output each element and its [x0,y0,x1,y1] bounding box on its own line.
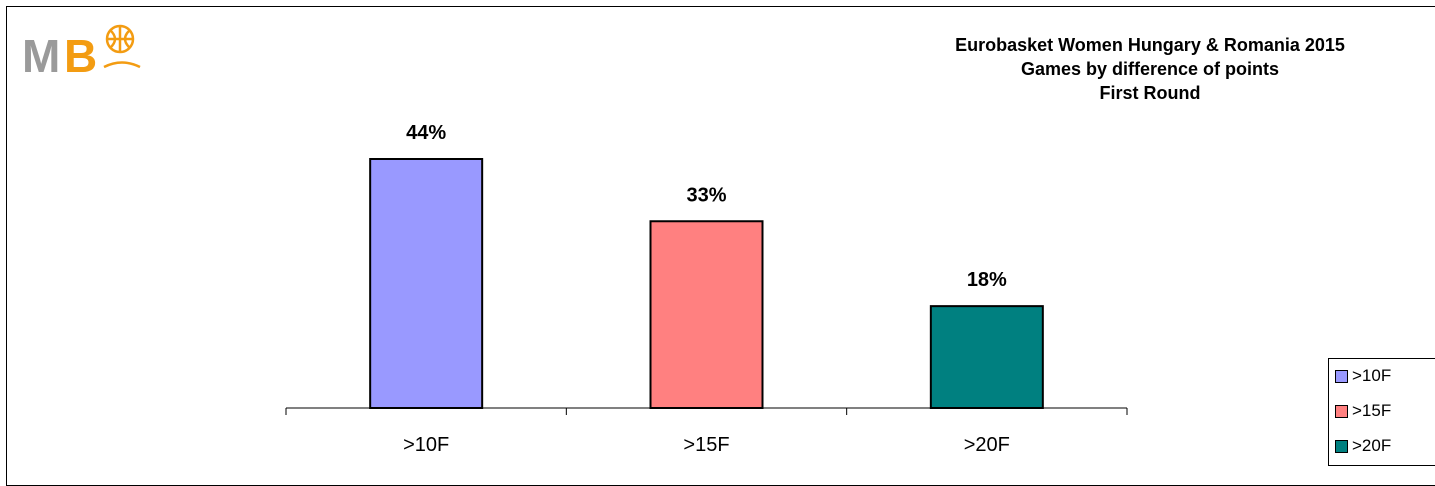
data-label: 44% [406,122,446,144]
legend: >10F >15F >20F [1328,358,1435,466]
basketball-logo-icon: M B [22,24,141,82]
legend-item: >10F [1335,366,1391,386]
bar [649,220,764,409]
logo-letter-b: B [64,30,97,82]
legend-label: >15F [1352,401,1392,420]
data-label: 18% [967,269,1007,291]
chart-title: Eurobasket Women Hungary & Romania 2015 … [850,33,1435,105]
legend-item: >20F [1335,436,1391,456]
chart-title-line-2: Games by difference of points [1020,59,1280,79]
x-tick-label: >20F [964,434,1010,456]
legend-item: >15F [1335,401,1391,421]
x-tick-label: >10F [403,434,449,456]
legend-swatch [1335,404,1348,418]
bar [929,305,1044,409]
x-tick-label: >15F [683,434,729,456]
legend-label: >10F [1352,366,1392,385]
chart-title-line-1: Eurobasket Women Hungary & Romania 2015 [955,35,1345,55]
data-label: 33% [686,184,726,206]
legend-swatch [1335,369,1348,383]
bar [369,158,484,409]
chart-title-line-3: First Round [1099,83,1201,103]
legend-label: >20F [1352,436,1392,455]
legend-swatch [1335,439,1348,453]
logo-letter-m: M [22,30,60,82]
basketball-icon [103,24,141,69]
mb-logo: M B [22,22,152,87]
